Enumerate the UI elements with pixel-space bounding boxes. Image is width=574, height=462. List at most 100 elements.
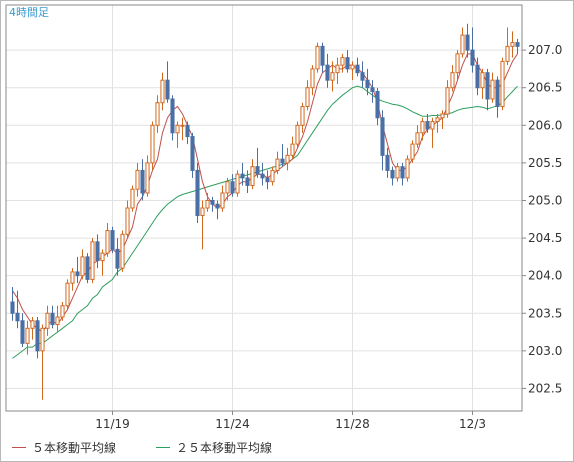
candle <box>275 151 280 175</box>
plot-area-border <box>5 4 523 412</box>
candle <box>40 324 45 400</box>
candle <box>250 159 255 190</box>
candle-body <box>400 166 405 179</box>
candle-body <box>115 248 120 269</box>
candle-body <box>60 305 65 318</box>
candle <box>205 192 210 212</box>
candle-body <box>145 162 150 194</box>
candle <box>440 110 445 130</box>
candle-body <box>325 64 330 81</box>
y-tick-label: 205.5 <box>528 156 562 170</box>
candle-body <box>290 143 295 156</box>
candle <box>70 268 75 291</box>
candle-body <box>345 57 350 70</box>
candle <box>115 238 120 276</box>
candle <box>340 53 345 73</box>
candle <box>25 320 30 355</box>
candle <box>310 65 315 96</box>
candle <box>140 159 145 201</box>
candle-body <box>280 158 285 164</box>
candle-body <box>240 173 245 179</box>
candle-body <box>205 199 210 209</box>
candle <box>315 42 320 73</box>
candle <box>385 147 390 178</box>
candle <box>15 290 20 329</box>
candle-body <box>110 230 115 250</box>
y-tick-label: 207.0 <box>528 43 562 57</box>
candle-body <box>255 166 260 175</box>
candle-body <box>480 72 485 89</box>
candle-body <box>390 169 395 179</box>
candle <box>125 200 130 239</box>
candle <box>380 110 385 171</box>
candle-body <box>220 192 225 209</box>
candle-body <box>105 230 110 254</box>
candle <box>510 31 515 58</box>
candle-body <box>435 117 440 123</box>
y-tick-label: 204.5 <box>528 231 562 245</box>
candle <box>170 95 175 141</box>
candle <box>305 80 310 111</box>
candle-body <box>85 256 90 280</box>
candle-body <box>215 203 220 209</box>
candle <box>85 253 90 284</box>
candle <box>490 72 495 103</box>
candle-body <box>460 34 465 55</box>
candle-body <box>440 113 445 119</box>
legend-label-ma25: ２５本移動平均線 <box>176 441 273 455</box>
candle-body <box>15 312 20 322</box>
candle <box>390 166 395 186</box>
candle <box>230 174 235 197</box>
candle-body <box>25 327 30 344</box>
candle <box>155 95 160 133</box>
y-tick-label: 203.0 <box>528 344 562 358</box>
legend-item-ma5: ５本移動平均線 <box>12 439 116 456</box>
candle-body <box>50 312 55 326</box>
candle <box>265 170 270 190</box>
candle-body <box>375 90 380 119</box>
candle <box>355 57 360 77</box>
candle-body <box>495 79 500 108</box>
candle <box>345 50 350 73</box>
candle <box>515 38 520 54</box>
candle <box>240 162 245 186</box>
candle-body <box>130 188 135 209</box>
candle <box>425 114 430 133</box>
candle <box>105 223 110 257</box>
candle-body <box>150 124 155 164</box>
candle-body <box>75 271 80 277</box>
candle <box>200 200 205 250</box>
candle-body <box>515 42 520 47</box>
candle <box>290 136 295 160</box>
candle <box>120 230 125 272</box>
candle-body <box>445 87 450 115</box>
y-tick-label: 203.5 <box>528 306 562 320</box>
candle <box>370 80 375 103</box>
candle <box>415 125 420 148</box>
candle <box>450 65 455 92</box>
candle <box>430 117 435 148</box>
candle-body <box>35 320 40 352</box>
candle <box>295 121 300 148</box>
candle-body <box>80 256 85 277</box>
candle-body <box>120 233 125 269</box>
candle-body <box>210 199 215 205</box>
candle-body <box>360 72 365 81</box>
candle <box>410 140 415 163</box>
candle-body <box>175 124 180 134</box>
candle <box>395 162 400 182</box>
candle-body <box>470 49 475 66</box>
candle <box>45 305 50 336</box>
candle-body <box>90 241 95 280</box>
candle <box>475 57 480 96</box>
candle-body <box>300 106 305 126</box>
candle-body <box>320 45 325 66</box>
y-tick-label: 205.0 <box>528 193 562 207</box>
candle-body <box>335 64 340 74</box>
candle-body <box>30 320 35 329</box>
candle-body <box>490 79 495 100</box>
candle <box>235 170 240 197</box>
candle <box>405 155 410 182</box>
